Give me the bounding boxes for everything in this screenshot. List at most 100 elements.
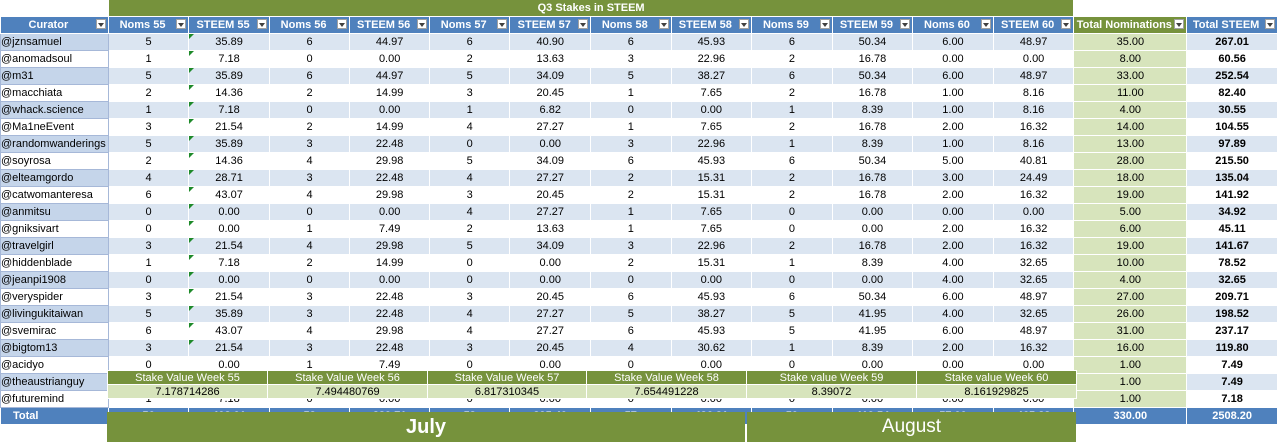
value-cell[interactable]: 97.89	[1186, 135, 1278, 153]
stake-value-cell[interactable]: 7.178714286	[107, 384, 268, 399]
value-cell[interactable]: 30.55	[1186, 101, 1278, 119]
value-cell[interactable]: 3	[107, 288, 190, 306]
value-cell[interactable]: 43.07	[188, 322, 270, 340]
stake-value-cell[interactable]: 7.654491228	[586, 384, 747, 399]
stake-label-cell[interactable]: Stake value Week 60	[916, 370, 1077, 385]
value-cell[interactable]: 3	[107, 118, 190, 136]
value-cell[interactable]: 28.71	[188, 169, 270, 187]
value-cell[interactable]: 6	[268, 67, 351, 85]
curator-cell[interactable]: @gniksivart	[0, 220, 109, 238]
filter-dropdown-icon[interactable]	[1061, 19, 1072, 29]
value-cell[interactable]: 41.95	[831, 305, 914, 323]
value-cell[interactable]: 22.96	[670, 237, 753, 255]
value-cell[interactable]: 7.49	[1186, 356, 1278, 374]
value-cell[interactable]: 252.54	[1186, 67, 1278, 85]
value-cell[interactable]: 1.00	[912, 135, 994, 153]
value-cell[interactable]: 13.63	[509, 50, 592, 68]
value-cell[interactable]: 6	[590, 288, 672, 306]
value-cell[interactable]: 7.65	[670, 118, 753, 136]
value-cell[interactable]: 0.00	[831, 220, 914, 238]
value-cell[interactable]: 15.31	[670, 186, 753, 204]
column-header-steem-58[interactable]: STEEM 58	[670, 16, 753, 34]
curator-cell[interactable]: @soyrosa	[0, 152, 109, 170]
filter-dropdown-icon[interactable]	[739, 19, 750, 29]
value-cell[interactable]: 3	[268, 288, 351, 306]
value-cell[interactable]: 3	[428, 84, 511, 102]
value-cell[interactable]: 141.92	[1186, 186, 1278, 204]
value-cell[interactable]: 45.93	[670, 322, 753, 340]
value-cell[interactable]: 34.09	[509, 152, 592, 170]
value-cell[interactable]: 1	[107, 50, 190, 68]
value-cell[interactable]: 2.00	[912, 186, 994, 204]
value-cell[interactable]: 5	[590, 305, 672, 323]
value-cell[interactable]: 2	[428, 220, 511, 238]
value-cell[interactable]: 11.00	[1073, 84, 1188, 102]
value-cell[interactable]: 15.31	[670, 254, 753, 272]
value-cell[interactable]: 32.65	[1186, 271, 1278, 289]
value-cell[interactable]: 5	[590, 67, 672, 85]
value-cell[interactable]: 6	[751, 33, 833, 51]
value-cell[interactable]: 1	[751, 135, 833, 153]
value-cell[interactable]: 2	[751, 169, 833, 187]
value-cell[interactable]: 0.00	[509, 271, 592, 289]
value-cell[interactable]: 6	[268, 33, 351, 51]
value-cell[interactable]: 16.78	[831, 84, 914, 102]
value-cell[interactable]: 1.00	[912, 84, 994, 102]
value-cell[interactable]: 0.00	[509, 135, 592, 153]
value-cell[interactable]: 4	[428, 305, 511, 323]
value-cell[interactable]: 48.97	[992, 322, 1075, 340]
value-cell[interactable]: 0.00	[349, 50, 430, 68]
value-cell[interactable]: 21.54	[188, 237, 270, 255]
value-cell[interactable]: 29.98	[349, 186, 430, 204]
column-header-steem-59[interactable]: STEEM 59	[831, 16, 914, 34]
value-cell[interactable]: 44.97	[349, 33, 430, 51]
value-cell[interactable]: 209.71	[1186, 288, 1278, 306]
value-cell[interactable]: 40.81	[992, 152, 1075, 170]
value-cell[interactable]: 2	[428, 50, 511, 68]
value-cell[interactable]: 27.27	[509, 203, 592, 221]
column-header-steem-57[interactable]: STEEM 57	[509, 16, 592, 34]
value-cell[interactable]: 22.48	[349, 288, 430, 306]
value-cell[interactable]: 2.00	[912, 339, 994, 357]
value-cell[interactable]: 22.48	[349, 169, 430, 187]
value-cell[interactable]: 31.00	[1073, 322, 1188, 340]
value-cell[interactable]: 4	[268, 152, 351, 170]
value-cell[interactable]: 104.55	[1186, 118, 1278, 136]
stake-label-cell[interactable]: Stake Value Week 58	[586, 370, 747, 385]
value-cell[interactable]: 0.00	[831, 203, 914, 221]
curator-cell[interactable]: @catwomanteresa	[0, 186, 109, 204]
value-cell[interactable]: 8.16	[992, 84, 1075, 102]
value-cell[interactable]: 3	[590, 50, 672, 68]
value-cell[interactable]: 0.00	[912, 356, 994, 374]
value-cell[interactable]: 35.89	[188, 135, 270, 153]
value-cell[interactable]: 2	[107, 84, 190, 102]
value-cell[interactable]: 78.52	[1186, 254, 1278, 272]
value-cell[interactable]: 1	[590, 84, 672, 102]
value-cell[interactable]: 30.62	[670, 339, 753, 357]
curator-cell[interactable]: @jznsamuel	[0, 33, 109, 51]
value-cell[interactable]: 4	[428, 322, 511, 340]
value-cell[interactable]: 16.32	[992, 118, 1075, 136]
value-cell[interactable]: 20.45	[509, 288, 592, 306]
value-cell[interactable]: 32.65	[992, 254, 1075, 272]
value-cell[interactable]: 8.00	[1073, 50, 1188, 68]
value-cell[interactable]: 0.00	[992, 356, 1075, 374]
value-cell[interactable]: 5	[428, 237, 511, 255]
value-cell[interactable]: 3	[268, 339, 351, 357]
value-cell[interactable]: 1	[590, 203, 672, 221]
value-cell[interactable]: 16.32	[992, 186, 1075, 204]
value-cell[interactable]: 16.78	[831, 169, 914, 187]
value-cell[interactable]: 16.32	[992, 237, 1075, 255]
value-cell[interactable]: 2	[751, 84, 833, 102]
value-cell[interactable]: 0.00	[831, 271, 914, 289]
column-header-steem-56[interactable]: STEEM 56	[349, 16, 430, 34]
value-cell[interactable]: 2	[751, 186, 833, 204]
filter-dropdown-icon[interactable]	[176, 19, 187, 29]
value-cell[interactable]: 16.00	[1073, 339, 1188, 357]
value-cell[interactable]: 7.65	[670, 203, 753, 221]
value-cell[interactable]: 3	[428, 186, 511, 204]
value-cell[interactable]: 45.93	[670, 288, 753, 306]
curator-cell[interactable]: @jeanpi1908	[0, 271, 109, 289]
value-cell[interactable]: 2	[268, 84, 351, 102]
value-cell[interactable]: 29.98	[349, 237, 430, 255]
